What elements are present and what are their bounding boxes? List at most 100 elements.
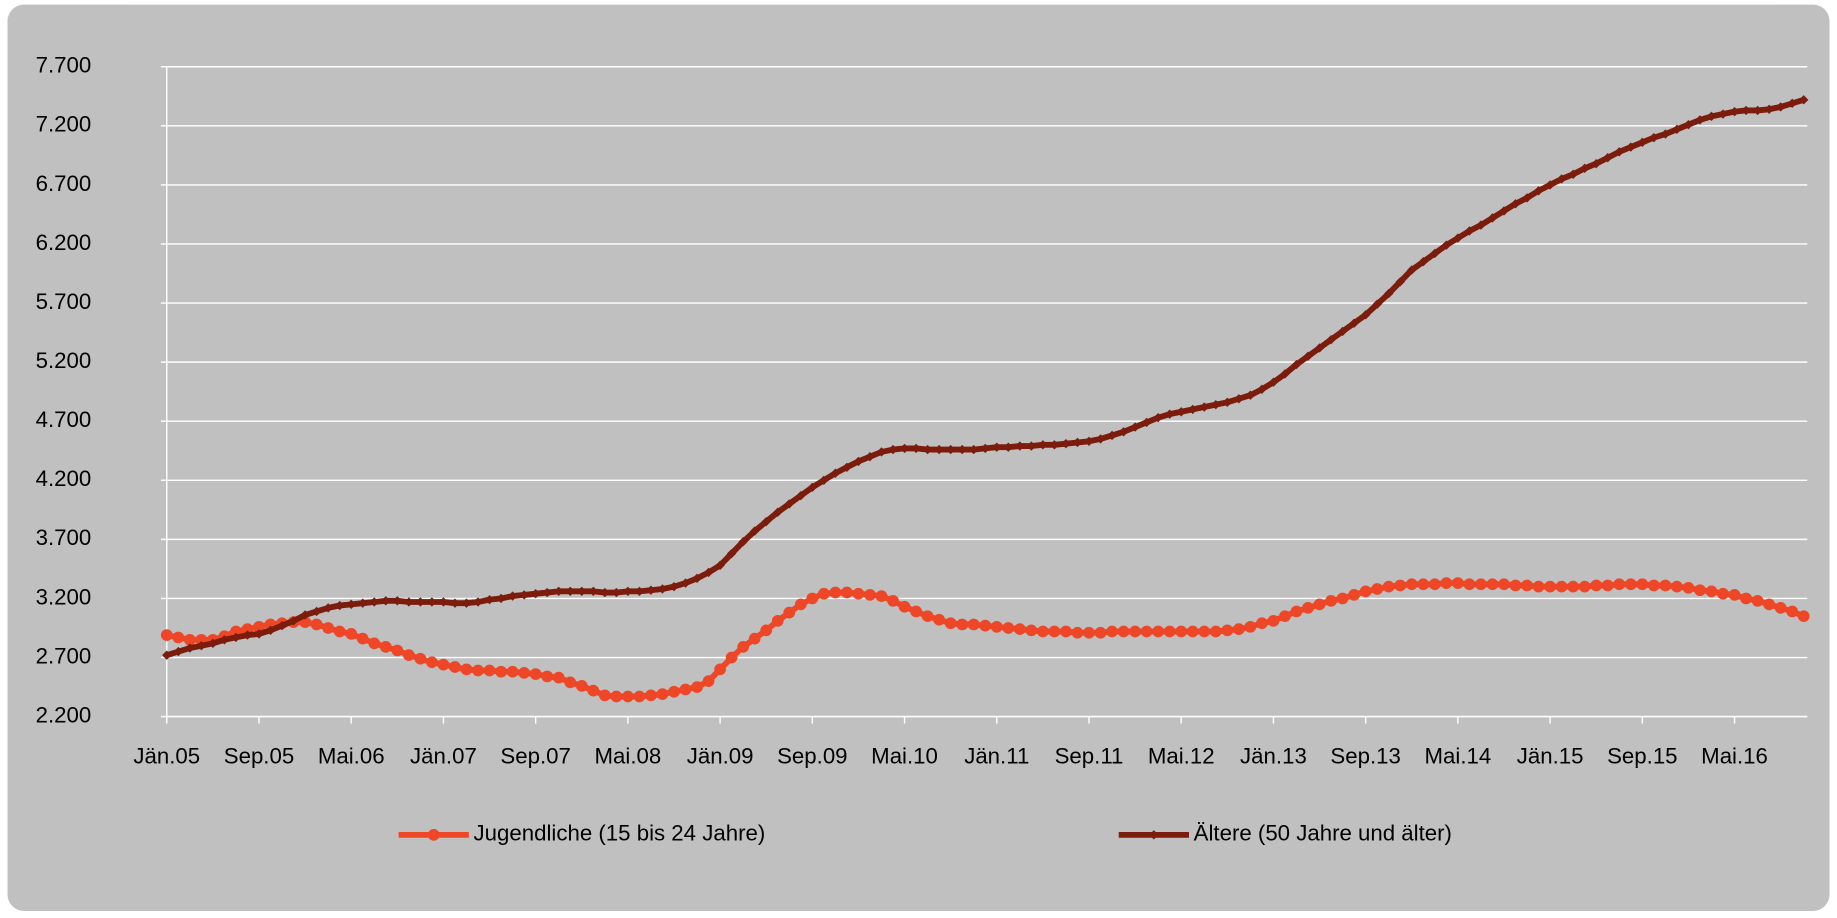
marker	[1280, 369, 1290, 379]
legend-label: Jugendliche (15 bis 24 Jahre)	[474, 821, 766, 846]
marker	[1509, 579, 1522, 592]
x-tick-label: Sep.15	[1607, 743, 1677, 768]
marker	[1601, 579, 1614, 592]
marker	[841, 586, 853, 599]
marker	[692, 573, 702, 584]
marker	[472, 664, 484, 677]
marker	[529, 668, 542, 680]
marker	[565, 586, 575, 597]
marker	[564, 676, 577, 689]
marker	[992, 442, 1002, 452]
marker	[391, 644, 404, 657]
x-tick-label: Sep.11	[1055, 743, 1124, 768]
marker	[1671, 580, 1683, 593]
marker	[1544, 580, 1556, 593]
marker	[160, 629, 173, 641]
marker	[956, 618, 969, 631]
marker	[1705, 585, 1718, 598]
marker	[1186, 625, 1199, 638]
y-tick-label: 6.200	[36, 230, 92, 255]
marker	[450, 598, 460, 608]
marker	[1244, 620, 1257, 633]
marker	[1463, 578, 1476, 591]
marker	[1624, 578, 1637, 591]
marker	[1532, 580, 1545, 593]
marker	[1002, 622, 1015, 634]
marker	[830, 468, 841, 478]
marker	[1348, 589, 1360, 601]
marker	[1405, 578, 1418, 591]
marker	[358, 598, 368, 608]
marker	[1453, 233, 1463, 243]
marker	[1360, 310, 1371, 320]
x-tick-label: Mai.16	[1701, 743, 1768, 768]
marker	[1140, 625, 1153, 638]
marker	[761, 516, 771, 527]
marker	[1083, 626, 1095, 639]
x-tick-label: Jän.13	[1240, 743, 1307, 768]
marker	[253, 620, 265, 633]
marker	[853, 456, 864, 467]
marker	[1659, 579, 1672, 592]
marker	[796, 490, 806, 501]
marker	[1590, 579, 1603, 592]
marker	[1256, 617, 1268, 630]
marker	[783, 606, 796, 619]
marker	[1336, 592, 1349, 605]
marker	[773, 507, 783, 517]
marker	[1452, 577, 1464, 589]
y-tick-label: 2.700	[36, 643, 92, 668]
marker	[702, 675, 715, 688]
marker	[554, 586, 564, 597]
marker	[725, 651, 738, 664]
marker	[381, 596, 391, 606]
marker	[530, 589, 541, 599]
marker	[1706, 111, 1717, 122]
marker	[185, 643, 195, 653]
x-tick-label: Jän.09	[687, 743, 754, 768]
marker	[1349, 318, 1359, 328]
x-tick-label: Jän.07	[410, 743, 477, 768]
marker	[750, 526, 760, 536]
marker	[646, 585, 656, 595]
marker	[323, 603, 333, 613]
marker	[1717, 587, 1729, 600]
y-tick-label: 6.700	[36, 171, 92, 196]
marker	[1060, 625, 1072, 638]
marker	[356, 632, 369, 645]
marker	[1211, 399, 1221, 410]
marker	[899, 443, 910, 454]
marker	[1787, 98, 1797, 109]
y-tick-label: 5.200	[36, 348, 92, 373]
marker	[1636, 578, 1649, 591]
y-tick-label: 4.700	[36, 407, 92, 432]
marker	[484, 594, 495, 605]
x-tick-label: Jän.05	[133, 743, 200, 768]
marker	[1647, 579, 1660, 592]
marker	[577, 586, 587, 597]
marker	[656, 688, 669, 701]
marker	[1728, 589, 1741, 601]
marker	[1417, 578, 1430, 591]
marker	[875, 590, 888, 602]
marker	[1694, 584, 1706, 597]
marker	[1382, 580, 1395, 593]
marker	[980, 443, 990, 454]
marker	[518, 667, 530, 679]
marker	[1372, 299, 1382, 309]
marker	[519, 590, 529, 600]
marker	[1152, 625, 1165, 638]
marker	[1476, 220, 1486, 230]
marker	[933, 613, 945, 626]
marker	[1649, 132, 1659, 143]
marker	[876, 447, 887, 457]
marker	[829, 586, 842, 599]
marker	[1522, 193, 1532, 203]
marker	[1683, 119, 1694, 130]
marker	[957, 444, 967, 455]
marker	[414, 652, 427, 665]
marker	[1395, 277, 1405, 287]
marker	[1359, 585, 1372, 598]
marker	[1764, 104, 1774, 114]
marker	[552, 671, 565, 684]
